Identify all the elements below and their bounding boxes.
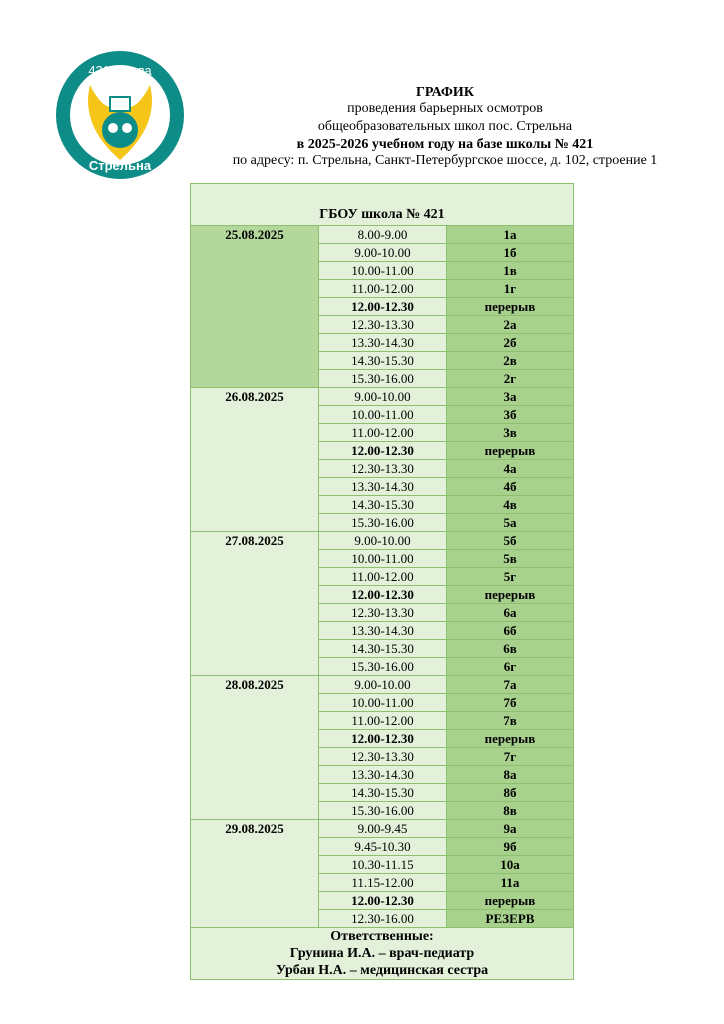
- time-cell: 8.00-9.00: [318, 225, 447, 244]
- time-cell: 12.00-12.30: [318, 297, 447, 316]
- time-cell: 13.30-14.30: [318, 477, 447, 496]
- time-cell: 9.00-10.00: [318, 387, 447, 406]
- time-cell: 14.30-15.30: [318, 783, 447, 802]
- subtitle: проведения барьерных осмотров: [347, 101, 543, 116]
- class-cell: 7а: [446, 675, 574, 694]
- class-cell: 6г: [446, 657, 574, 676]
- table-title: ГБОУ школа № 421: [190, 183, 574, 226]
- class-cell: 5б: [446, 531, 574, 550]
- time-cell: 10.00-11.00: [318, 693, 447, 712]
- time-cell: 13.30-14.30: [318, 621, 447, 640]
- time-cell: 15.30-16.00: [318, 513, 447, 532]
- time-cell: 10.00-11.00: [318, 549, 447, 568]
- class-cell: 6в: [446, 639, 574, 658]
- class-cell: 1в: [446, 261, 574, 280]
- time-cell: 12.30-13.30: [318, 603, 447, 622]
- time-cell: 11.00-12.00: [318, 711, 447, 730]
- time-cell: 12.30-13.30: [318, 315, 447, 334]
- time-cell: 12.00-12.30: [318, 441, 447, 460]
- time-cell: 9.00-9.45: [318, 819, 447, 838]
- class-cell: 6а: [446, 603, 574, 622]
- class-cell: 3в: [446, 423, 574, 442]
- time-cell: 10.30-11.15: [318, 855, 447, 874]
- time-cell: 13.30-14.30: [318, 333, 447, 352]
- class-cell: 4б: [446, 477, 574, 496]
- class-cell: 8а: [446, 765, 574, 784]
- class-cell: перерыв: [446, 441, 574, 460]
- time-cell: 13.30-14.30: [318, 765, 447, 784]
- logo-text: Стрельна: [89, 158, 152, 173]
- class-cell: 1г: [446, 279, 574, 298]
- time-cell: 9.00-10.00: [318, 675, 447, 694]
- subtitle: в 2025-2026 учебном году на базе школы №…: [296, 137, 594, 152]
- time-cell: 9.45-10.30: [318, 837, 447, 856]
- class-cell: 1а: [446, 225, 574, 244]
- time-cell: 11.00-12.00: [318, 423, 447, 442]
- class-cell: 7в: [446, 711, 574, 730]
- time-cell: 11.00-12.00: [318, 567, 447, 586]
- class-cell: РЕЗЕРВ: [446, 909, 574, 928]
- class-cell: 5в: [446, 549, 574, 568]
- time-cell: 12.30-13.30: [318, 747, 447, 766]
- footer: Ответственные: Грунина И.А. – врач-педиа…: [190, 927, 574, 980]
- class-cell: 11а: [446, 873, 574, 892]
- time-cell: 12.00-12.30: [318, 585, 447, 604]
- class-cell: 3б: [446, 405, 574, 424]
- date-cell: 27.08.2025: [190, 531, 319, 676]
- class-cell: 7б: [446, 693, 574, 712]
- class-cell: 2г: [446, 369, 574, 388]
- date-cell: 28.08.2025: [190, 675, 319, 820]
- class-cell: 6б: [446, 621, 574, 640]
- time-cell: 10.00-11.00: [318, 405, 447, 424]
- date-cell: 29.08.2025: [190, 819, 319, 928]
- time-cell: 14.30-15.30: [318, 351, 447, 370]
- class-cell: 4в: [446, 495, 574, 514]
- logo-text: 421 школа: [88, 63, 152, 78]
- time-cell: 11.00-12.00: [318, 279, 447, 298]
- class-cell: 4а: [446, 459, 574, 478]
- class-cell: 9а: [446, 819, 574, 838]
- class-cell: перерыв: [446, 297, 574, 316]
- class-cell: перерыв: [446, 891, 574, 910]
- time-cell: 11.15-12.00: [318, 873, 447, 892]
- class-cell: 1б: [446, 243, 574, 262]
- subtitle: общеобразовательных школ пос. Стрельна: [317, 119, 573, 134]
- time-cell: 14.30-15.30: [318, 495, 447, 514]
- class-cell: 8в: [446, 801, 574, 820]
- time-cell: 10.00-11.00: [318, 261, 447, 280]
- footer-line: Урбан Н.А. – медицинская сестра: [275, 963, 489, 978]
- class-cell: 9б: [446, 837, 574, 856]
- time-cell: 15.30-16.00: [318, 369, 447, 388]
- time-cell: 12.30-13.30: [318, 459, 447, 478]
- class-cell: 8б: [446, 783, 574, 802]
- class-cell: 2в: [446, 351, 574, 370]
- date-cell: 25.08.2025: [190, 225, 319, 388]
- time-cell: 14.30-15.30: [318, 639, 447, 658]
- class-cell: перерыв: [446, 729, 574, 748]
- class-cell: 10а: [446, 855, 574, 874]
- class-cell: 2б: [446, 333, 574, 352]
- time-cell: 15.30-16.00: [318, 801, 447, 820]
- time-cell: 9.00-10.00: [318, 243, 447, 262]
- time-cell: 12.30-16.00: [318, 909, 447, 928]
- time-cell: 12.00-12.30: [318, 729, 447, 748]
- class-cell: 2а: [446, 315, 574, 334]
- class-cell: 5г: [446, 567, 574, 586]
- address: по адресу: п. Стрельна, Санкт-Петербургс…: [232, 153, 658, 168]
- footer-line: Грунина И.А. – врач-педиатр: [289, 946, 475, 961]
- class-cell: 3а: [446, 387, 574, 406]
- class-cell: перерыв: [446, 585, 574, 604]
- footer-label: Ответственные:: [330, 929, 434, 944]
- time-cell: 9.00-10.00: [318, 531, 447, 550]
- date-cell: 26.08.2025: [190, 387, 319, 532]
- logo: 421 школа Стрельна: [56, 51, 184, 179]
- time-cell: 12.00-12.30: [318, 891, 447, 910]
- class-cell: 5а: [446, 513, 574, 532]
- title: ГРАФИК: [416, 85, 474, 100]
- time-cell: 15.30-16.00: [318, 657, 447, 676]
- class-cell: 7г: [446, 747, 574, 766]
